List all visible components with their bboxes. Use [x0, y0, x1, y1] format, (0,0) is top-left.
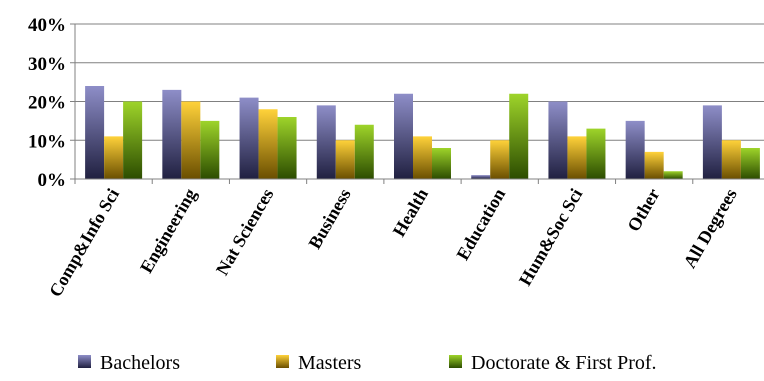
y-tick-label: 30% [28, 54, 66, 75]
bar-masters [181, 101, 201, 179]
category-labels: Comp&Info Sci Engineering Nat Sciences Busi… [45, 185, 741, 300]
bar-masters [258, 109, 278, 179]
legend-swatch [449, 355, 462, 368]
bar-doctorate-first-prof [586, 128, 606, 179]
category-label: Other [623, 185, 663, 235]
bar-doctorate-first-prof [200, 120, 220, 179]
category-label: Education [452, 185, 509, 263]
y-axis-ticks: 0% 10% 20% 30% 40% [28, 15, 75, 191]
y-tick-label: 10% [28, 131, 66, 152]
bar-doctorate-first-prof [509, 93, 529, 179]
bar-bachelors [394, 93, 413, 179]
bars [85, 86, 760, 179]
bar-bachelors [85, 86, 105, 179]
bar-bachelors [316, 105, 336, 179]
bar-doctorate-first-prof [123, 101, 143, 179]
bar-doctorate-first-prof [740, 148, 760, 179]
legend-swatch [276, 355, 289, 368]
bar-masters [567, 136, 587, 179]
legend: Bachelors Masters Doctorate & First Prof. [78, 352, 657, 374]
category-label: Business [304, 185, 354, 252]
bar-masters [335, 140, 355, 179]
bar-doctorate-first-prof [663, 171, 683, 179]
bar-doctorate-first-prof [277, 117, 297, 179]
legend-label: Masters [298, 352, 362, 374]
bar-masters [413, 136, 432, 179]
y-tick-label: 40% [28, 15, 66, 36]
bar-bachelors [162, 89, 182, 179]
bar-bachelors [702, 105, 722, 179]
category-label: Nat Sciences [212, 185, 278, 279]
bar-bachelors [625, 120, 645, 179]
bar-masters [104, 136, 124, 179]
bar-bachelors [471, 175, 491, 179]
bar-doctorate-first-prof [354, 124, 374, 179]
category-label: Comp&Info Sci [45, 185, 123, 300]
legend-swatch [78, 355, 91, 368]
bar-masters [490, 140, 510, 179]
category-label: Health [389, 185, 432, 240]
x-axis-ticks [74, 179, 694, 184]
y-tick-label: 0% [38, 170, 67, 191]
category-label: Hum&Soc Sci [515, 185, 587, 289]
category-label: Engineering [136, 185, 200, 276]
legend-label: Bachelors [100, 352, 180, 374]
bar-bachelors [548, 101, 568, 179]
bar-masters [644, 151, 664, 179]
bar-doctorate-first-prof [432, 148, 451, 179]
y-tick-label: 20% [28, 93, 66, 114]
category-label: All Degrees [679, 185, 740, 271]
bar-bachelors [239, 97, 259, 179]
legend-label: Doctorate & First Prof. [471, 352, 657, 374]
bar-masters [721, 140, 741, 179]
